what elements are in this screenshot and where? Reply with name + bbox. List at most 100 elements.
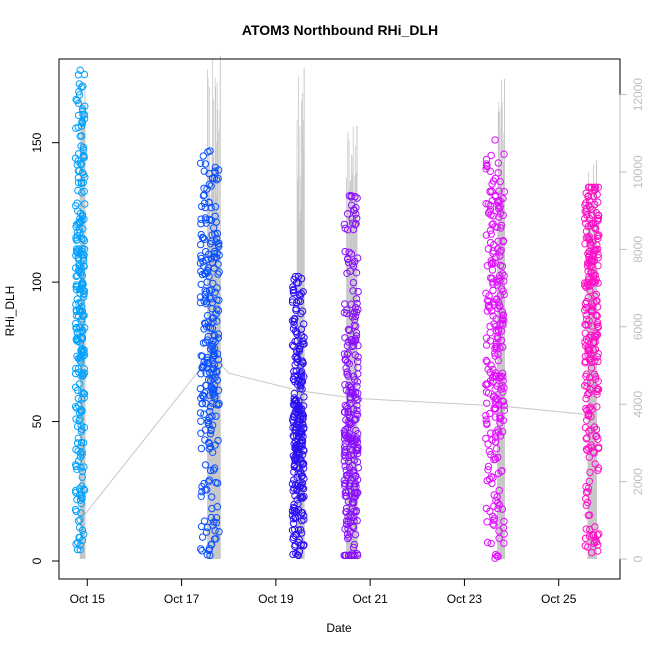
data-point bbox=[494, 159, 502, 167]
data-point bbox=[300, 492, 308, 501]
data-point bbox=[297, 431, 305, 439]
data-point bbox=[80, 365, 88, 373]
data-point bbox=[590, 332, 598, 340]
data-point bbox=[484, 466, 492, 474]
data-point bbox=[71, 486, 80, 495]
data-point bbox=[500, 539, 508, 547]
data-point bbox=[494, 326, 502, 334]
data-point bbox=[342, 364, 350, 372]
data-point bbox=[207, 513, 216, 522]
data-point bbox=[350, 321, 358, 330]
data-point bbox=[344, 372, 352, 380]
data-point bbox=[209, 224, 218, 232]
data-point bbox=[482, 341, 491, 349]
data-point bbox=[292, 304, 300, 313]
data-point bbox=[201, 461, 210, 469]
data-point bbox=[489, 220, 497, 228]
data-point bbox=[80, 463, 88, 471]
data-point bbox=[352, 410, 360, 418]
data-point bbox=[342, 504, 351, 512]
data-point bbox=[496, 204, 504, 212]
data-point bbox=[204, 332, 213, 341]
data-point bbox=[585, 453, 593, 461]
data-point bbox=[200, 191, 208, 199]
y-axis-label: RHi_DLH bbox=[3, 286, 17, 337]
data-point bbox=[491, 413, 499, 421]
data-point bbox=[341, 525, 349, 533]
data-point bbox=[589, 448, 598, 456]
data-point bbox=[200, 517, 209, 525]
data-point bbox=[595, 231, 603, 239]
data-point bbox=[350, 540, 359, 549]
data-point bbox=[80, 170, 88, 179]
data-point bbox=[587, 258, 596, 266]
data-point bbox=[496, 419, 504, 427]
data-point bbox=[344, 534, 352, 543]
y2-tick-label: 12000 bbox=[631, 78, 645, 112]
data-point bbox=[205, 544, 214, 553]
data-point bbox=[491, 174, 500, 183]
data-point bbox=[78, 280, 87, 288]
data-point bbox=[594, 357, 602, 366]
data-point bbox=[584, 249, 592, 258]
data-point bbox=[291, 455, 299, 464]
data-point bbox=[202, 288, 211, 296]
data-point bbox=[204, 478, 213, 486]
data-point bbox=[76, 218, 85, 226]
data-point bbox=[489, 312, 497, 320]
data-point bbox=[288, 296, 297, 304]
data-point bbox=[500, 150, 508, 158]
data-point bbox=[300, 516, 308, 524]
data-point bbox=[350, 337, 358, 345]
data-point bbox=[499, 524, 508, 532]
data-point bbox=[591, 523, 599, 531]
data-point bbox=[354, 305, 362, 314]
data-point bbox=[489, 393, 498, 401]
data-point bbox=[290, 317, 298, 326]
data-point bbox=[293, 455, 301, 464]
data-point bbox=[291, 480, 300, 489]
data-point bbox=[353, 445, 362, 453]
data-point bbox=[210, 174, 218, 183]
data-point bbox=[79, 257, 88, 265]
data-point bbox=[196, 259, 205, 267]
data-point-max bbox=[347, 192, 355, 200]
data-point bbox=[496, 252, 504, 260]
data-point bbox=[75, 485, 84, 493]
data-point bbox=[197, 240, 205, 249]
data-point bbox=[213, 479, 222, 487]
data-point bbox=[198, 399, 207, 408]
data-point bbox=[197, 444, 206, 453]
data-point bbox=[582, 372, 590, 380]
data-point bbox=[78, 318, 86, 326]
data-point bbox=[74, 207, 82, 215]
data-point bbox=[581, 299, 590, 308]
data-point bbox=[493, 281, 501, 289]
data-point bbox=[197, 220, 205, 228]
data-point bbox=[73, 232, 82, 240]
y2-tick-label: 6000 bbox=[631, 313, 645, 340]
data-point bbox=[343, 368, 351, 376]
x-tick-label: Oct 15 bbox=[70, 592, 106, 606]
data-point bbox=[207, 425, 215, 434]
data-point bbox=[214, 260, 222, 268]
data-point bbox=[196, 293, 205, 301]
data-point bbox=[585, 427, 593, 435]
data-point bbox=[198, 202, 206, 211]
data-point bbox=[298, 377, 306, 386]
x-tick-label: Oct 19 bbox=[258, 592, 294, 606]
data-point bbox=[584, 293, 592, 302]
data-point bbox=[215, 251, 223, 259]
data-point bbox=[489, 520, 497, 528]
data-point bbox=[487, 230, 495, 238]
data-point bbox=[583, 434, 591, 442]
data-point bbox=[290, 468, 298, 476]
data-point bbox=[493, 344, 501, 352]
data-point bbox=[349, 225, 358, 234]
data-point bbox=[78, 160, 86, 169]
data-point bbox=[586, 511, 594, 519]
data-point bbox=[197, 545, 205, 553]
data-point bbox=[78, 327, 86, 336]
data-point bbox=[202, 369, 210, 377]
